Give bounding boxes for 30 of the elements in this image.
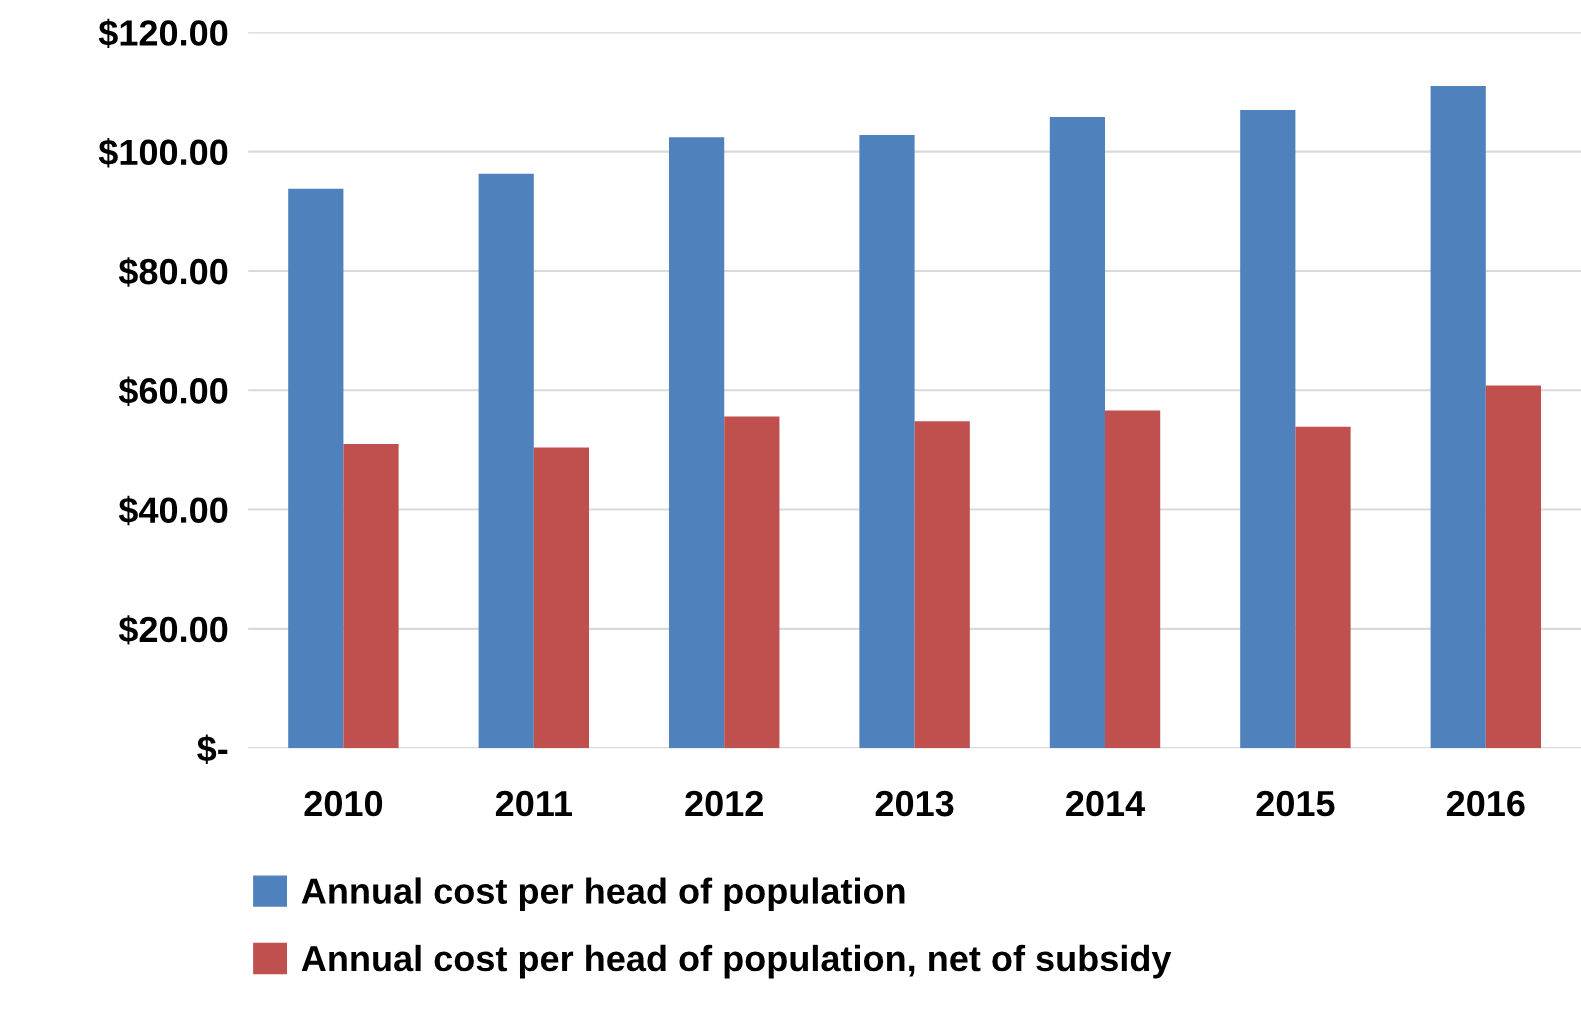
x-tick-label: 2014 [1066, 790, 1145, 817]
y-tick-label: $60.00 [118, 376, 228, 407]
y-tick-label: $100.00 [98, 137, 228, 168]
y-tick-label: $20.00 [118, 615, 228, 645]
bar [1240, 109, 1296, 749]
bar [343, 443, 399, 749]
legend-label: Annual cost per head of population, net of subsidy [301, 944, 1172, 979]
x-tick-label: 2015 [1256, 790, 1335, 817]
bar [1105, 410, 1161, 749]
bar [669, 137, 725, 749]
bar [533, 447, 590, 749]
y-tick-label: $120.00 [98, 18, 228, 49]
bar [859, 134, 915, 749]
x-tick-label: 2013 [875, 790, 954, 817]
x-tick-label: 2012 [685, 790, 763, 817]
x-tick-label: 2011 [495, 790, 572, 817]
bar [724, 416, 780, 749]
bar [478, 173, 534, 749]
bar [1049, 117, 1106, 749]
x-tick-label: 2010 [304, 790, 383, 817]
bar [288, 188, 344, 749]
bar [1430, 86, 1486, 749]
y-tick-label: $- [197, 734, 228, 764]
x-tick-label: 2016 [1446, 790, 1525, 817]
bar [1295, 426, 1351, 749]
legend-label: Annual cost per head of population [301, 877, 905, 912]
y-tick-label: $80.00 [118, 257, 228, 287]
bar [1485, 385, 1542, 749]
bar [914, 421, 970, 749]
y-tick-label: $40.00 [118, 495, 228, 526]
